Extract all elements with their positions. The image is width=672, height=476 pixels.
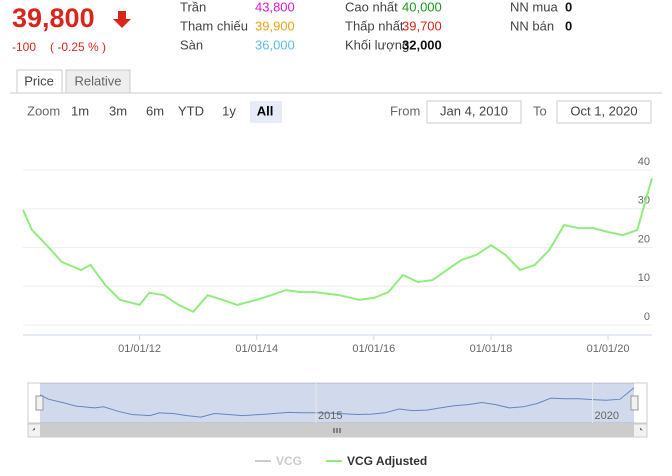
stat-label: Sàn xyxy=(180,37,203,52)
navigator-selection[interactable] xyxy=(40,383,634,423)
to-date[interactable]: Oct 1, 2020 xyxy=(570,103,637,118)
x-tick-label: 01/01/14 xyxy=(235,343,278,355)
to-label: To xyxy=(533,103,547,118)
x-tick-label: 01/01/16 xyxy=(352,343,395,355)
zoom-label: Zoom xyxy=(27,103,60,118)
legend-label[interactable]: VCG Adjusted xyxy=(347,454,427,468)
legend-label[interactable]: VCG xyxy=(276,454,302,468)
navigator-tick-label: 2015 xyxy=(318,410,342,422)
stat-value: 43,800 xyxy=(255,0,295,14)
price: 39,800 xyxy=(12,3,95,33)
stat-label: Trần xyxy=(180,0,206,14)
stat-label: Tham chiếu xyxy=(180,18,248,33)
x-tick-label: 01/01/20 xyxy=(587,343,630,355)
y-tick-label: 40 xyxy=(638,156,650,168)
stat-value: 0 xyxy=(565,0,572,14)
change: -100 xyxy=(12,40,36,54)
tab[interactable]: Relative xyxy=(75,73,122,88)
y-tick-label: 0 xyxy=(644,311,650,323)
stat-label: Cao nhất xyxy=(345,0,398,14)
stat-value: 39,700 xyxy=(402,18,442,33)
zoom-button[interactable]: 1m xyxy=(71,103,89,118)
y-tick-label: 20 xyxy=(638,233,650,245)
stat-value: 0 xyxy=(565,18,572,33)
navigator-tick-label: 2020 xyxy=(595,410,619,422)
y-tick-label: 10 xyxy=(638,272,650,284)
zoom-button[interactable]: 3m xyxy=(109,103,127,118)
zoom-button-active[interactable] xyxy=(250,101,282,123)
x-tick-label: 01/01/18 xyxy=(470,343,513,355)
stat-value: 39,900 xyxy=(255,18,295,33)
stat-value: 32,000 xyxy=(402,37,442,52)
zoom-button[interactable]: All xyxy=(257,103,274,118)
stat-value: 36,000 xyxy=(255,37,295,52)
navigator xyxy=(27,382,648,424)
zoom-button[interactable]: YTD xyxy=(178,103,204,118)
navigator-handle[interactable] xyxy=(35,395,44,411)
navigator-handle[interactable] xyxy=(630,395,639,411)
down-arrow xyxy=(113,11,131,28)
zoom-button[interactable]: 1y xyxy=(222,103,236,118)
from-label: From xyxy=(390,103,420,118)
zoom-button[interactable]: 6m xyxy=(146,103,164,118)
to-input[interactable] xyxy=(556,100,652,124)
x-tick-label: 01/01/12 xyxy=(118,343,161,355)
stat-label: NN mua xyxy=(510,0,558,14)
price-line xyxy=(22,177,653,314)
tab[interactable]: Price xyxy=(24,73,54,88)
scroll-grip xyxy=(333,428,341,433)
stat-value: 40,000 xyxy=(402,0,442,14)
from-date[interactable]: Jan 4, 2010 xyxy=(440,103,508,118)
stat-label: NN bán xyxy=(510,18,554,33)
stat-label: Thấp nhất xyxy=(345,18,404,33)
from-input[interactable] xyxy=(426,100,522,124)
stat-label: Khối lượng xyxy=(345,37,409,52)
navigator-line xyxy=(39,387,635,418)
change-pct: ( -0.25 % ) xyxy=(50,40,106,54)
